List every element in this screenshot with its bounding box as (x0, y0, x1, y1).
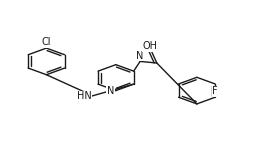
Text: HN: HN (77, 91, 92, 101)
Text: N: N (136, 51, 144, 61)
Text: F: F (212, 86, 218, 97)
Text: N: N (107, 86, 115, 96)
Text: Cl: Cl (42, 37, 51, 47)
Text: OH: OH (143, 41, 158, 51)
